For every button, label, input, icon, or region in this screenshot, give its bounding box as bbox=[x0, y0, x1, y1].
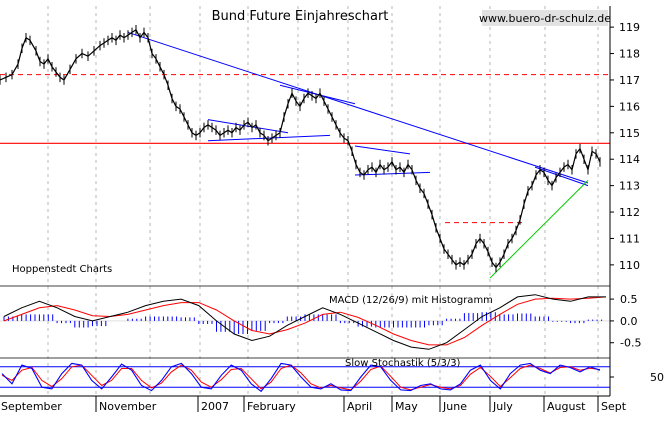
source-label-background bbox=[482, 10, 608, 26]
macd-tick-label: 0.0 bbox=[620, 315, 638, 328]
stochastic-group bbox=[0, 357, 610, 393]
stochastic-k-line bbox=[1, 362, 601, 393]
uptrend-line bbox=[489, 179, 589, 279]
macd-tick-label: -0.5 bbox=[620, 337, 641, 350]
price-tick-label: 114 bbox=[619, 153, 640, 166]
x-tick-label: February bbox=[247, 400, 296, 413]
price-annotations bbox=[0, 31, 610, 279]
price-tick-label: 110 bbox=[619, 259, 640, 272]
x-tick-label: November bbox=[99, 400, 157, 413]
x-tick-label: August bbox=[547, 400, 586, 413]
macd-signal-line bbox=[3, 296, 607, 346]
price-tick-label: 117 bbox=[619, 74, 640, 87]
price-tick-label: 115 bbox=[619, 127, 640, 140]
stochastic-title: Slow Stochastik (5/3/3) bbox=[345, 358, 461, 369]
trendline-main-downtrend bbox=[127, 31, 589, 184]
source-label: www.buero-dr-schulz.de bbox=[479, 12, 611, 25]
trendline-flag-bottom bbox=[354, 145, 411, 155]
provider-label: Hoppenstedt Charts bbox=[12, 264, 112, 275]
stochastic-d-line bbox=[1, 364, 601, 391]
macd-line bbox=[3, 294, 606, 350]
x-tick-label: April bbox=[347, 400, 372, 413]
macd-tick-label: 0.5 bbox=[620, 293, 638, 306]
price-series bbox=[0, 25, 601, 273]
trendline-flag-lower bbox=[354, 171, 431, 176]
price-tick-label: 118 bbox=[619, 48, 640, 61]
stochastic-tick-label: 50 bbox=[650, 371, 664, 384]
trendline-wedge-bottom bbox=[207, 134, 331, 142]
x-tick-label: 2007 bbox=[201, 400, 229, 413]
x-tick-label: July bbox=[492, 400, 513, 413]
price-line bbox=[0, 28, 601, 269]
x-tick-label: September bbox=[1, 400, 62, 413]
macd-group bbox=[0, 285, 610, 350]
x-tick-label: June bbox=[442, 400, 467, 413]
axes: 110 111 112 113 114 115 116 117 118 119 0.5 0.0 -0.5… bbox=[0, 6, 664, 397]
trendline-flag-top bbox=[279, 84, 356, 105]
price-tick-label: 119 bbox=[619, 21, 640, 34]
x-tick-label: May bbox=[395, 400, 418, 413]
x-axis-labels: September November 2007 February April May Jun… bbox=[1, 396, 627, 413]
price-tick-label: 112 bbox=[619, 206, 640, 219]
price-tick-label: 113 bbox=[619, 180, 640, 193]
price-tick-label: 116 bbox=[619, 100, 640, 113]
macd-title: MACD (12/26/9) mit Histogramm bbox=[329, 295, 493, 306]
x-tick-label: Sept bbox=[601, 400, 627, 413]
price-tick-label: 111 bbox=[619, 232, 640, 245]
chart-title: Bund Future Einjahreschart bbox=[212, 9, 389, 24]
